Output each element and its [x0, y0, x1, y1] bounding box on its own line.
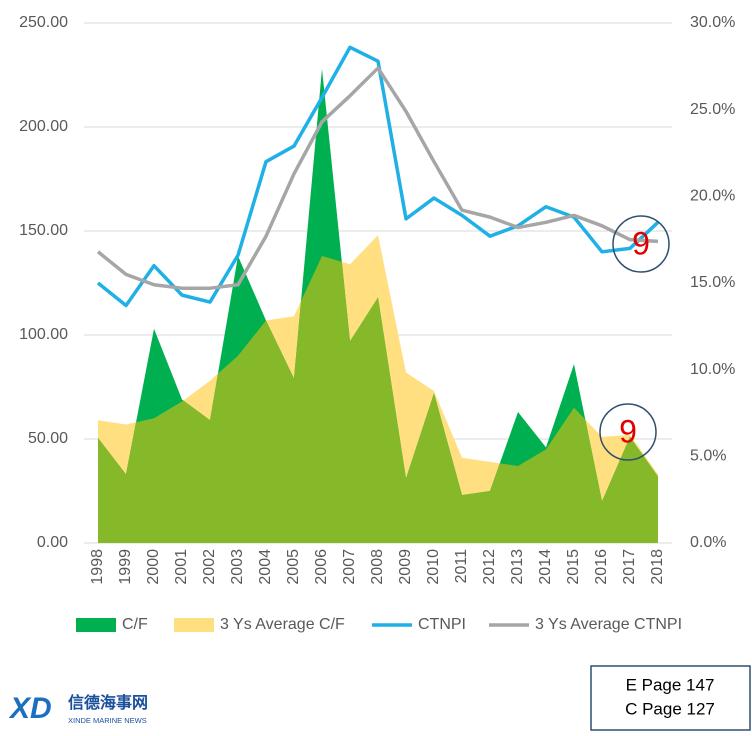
- y2-tick-label: 10.0%: [690, 361, 735, 378]
- x-tick-label: 2003: [229, 549, 246, 585]
- legend-label: C/F: [122, 616, 148, 633]
- logo-name: 信德海事网: [68, 693, 148, 712]
- legend-label: 3 Ys Average CTNPI: [535, 616, 682, 633]
- legend-label: 3 Ys Average C/F: [220, 616, 345, 633]
- y2-tick-label: 25.0%: [690, 101, 735, 118]
- legend-swatch: [174, 618, 214, 632]
- y-tick-label: 0.00: [37, 534, 68, 551]
- x-tick-label: 2018: [649, 549, 666, 585]
- logo-mark: XD: [8, 692, 52, 725]
- x-tick-label: 1998: [89, 549, 106, 585]
- annotation: 9: [632, 225, 650, 261]
- x-tick-label: 2010: [425, 549, 442, 585]
- x-tick-label: 1999: [117, 549, 134, 585]
- annotation-circle: [612, 215, 670, 273]
- x-tick-label: 2009: [397, 549, 414, 585]
- y-tick-label: 50.00: [28, 430, 68, 447]
- x-tick-label: 2017: [621, 549, 638, 585]
- x-tick-label: 2014: [537, 549, 554, 585]
- y2-tick-label: 5.0%: [690, 448, 726, 465]
- y-tick-label: 150.00: [19, 222, 68, 239]
- y2-tick-label: 0.0%: [690, 534, 726, 551]
- x-tick-label: 2011: [453, 549, 470, 584]
- x-tick-label: 2004: [257, 549, 274, 585]
- y-tick-label: 100.00: [19, 326, 68, 343]
- x-tick-label: 2006: [313, 549, 330, 585]
- reference-box: [590, 665, 751, 731]
- annotation: 9: [619, 413, 637, 449]
- line: [96, 66, 659, 290]
- reference-text: E Page 147: [626, 675, 715, 694]
- area-overlap: [98, 235, 658, 543]
- x-tick-label: 2000: [145, 549, 162, 585]
- y2-tick-label: 20.0%: [690, 188, 735, 205]
- x-tick-label: 2001: [173, 549, 190, 585]
- legend-swatch: [76, 618, 116, 632]
- line: [96, 45, 660, 308]
- y2-tick-label: 30.0%: [690, 14, 735, 31]
- x-tick-label: 2002: [201, 549, 218, 585]
- x-tick-label: 2012: [481, 549, 498, 585]
- y-tick-label: 250.00: [19, 14, 68, 31]
- x-tick-label: 2013: [509, 549, 526, 585]
- reference-text: C Page 127: [625, 699, 715, 718]
- x-tick-label: 2015: [565, 549, 582, 585]
- legend-label: CTNPI: [418, 616, 466, 633]
- x-tick-label: 2007: [341, 549, 358, 585]
- x-tick-label: 2008: [369, 549, 386, 585]
- y-tick-label: 200.00: [19, 118, 68, 135]
- x-tick-label: 2005: [285, 549, 302, 585]
- y2-tick-label: 15.0%: [690, 274, 735, 291]
- logo-subtitle: XINDE MARINE NEWS: [68, 716, 147, 725]
- x-tick-label: 2016: [593, 549, 610, 585]
- annotation-circle: [599, 403, 657, 461]
